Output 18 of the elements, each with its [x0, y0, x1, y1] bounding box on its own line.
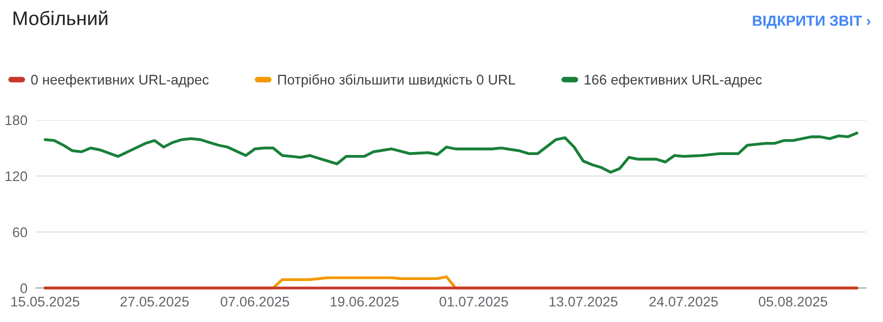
text: ВІДКРИТИ ЗВІТ ›: [752, 16, 870, 29]
x-tick-label: 15.05.2025: [11, 296, 80, 307]
legend-label: 0 неефективних URL-адрес: [31, 74, 209, 88]
x-tick-label: 01.07.2025: [440, 296, 508, 307]
y-tick-label: 60: [12, 227, 28, 238]
x-tick-label: 05.08.2025: [758, 296, 828, 307]
line-series: [44, 132, 858, 174]
legend-label: Потрібно збільшити швидкість 0 URL: [278, 74, 516, 88]
x-tick-label: 13.07.2025: [550, 296, 618, 307]
x-tick-label: 27.05.2025: [120, 296, 189, 307]
legend-label: 166 ефективних URL-адрес: [584, 74, 762, 88]
chart-title: Мобільний: [14, 10, 108, 26]
x-tick-label: 24.07.2025: [650, 296, 718, 307]
x-tick-label: 07.06.2025: [220, 296, 290, 307]
x-tick-label: 19.06.2025: [330, 296, 399, 307]
y-tick-label: 0: [20, 283, 28, 294]
y-tick-label: 180: [6, 115, 28, 126]
y-tick-label: 120: [6, 171, 28, 182]
